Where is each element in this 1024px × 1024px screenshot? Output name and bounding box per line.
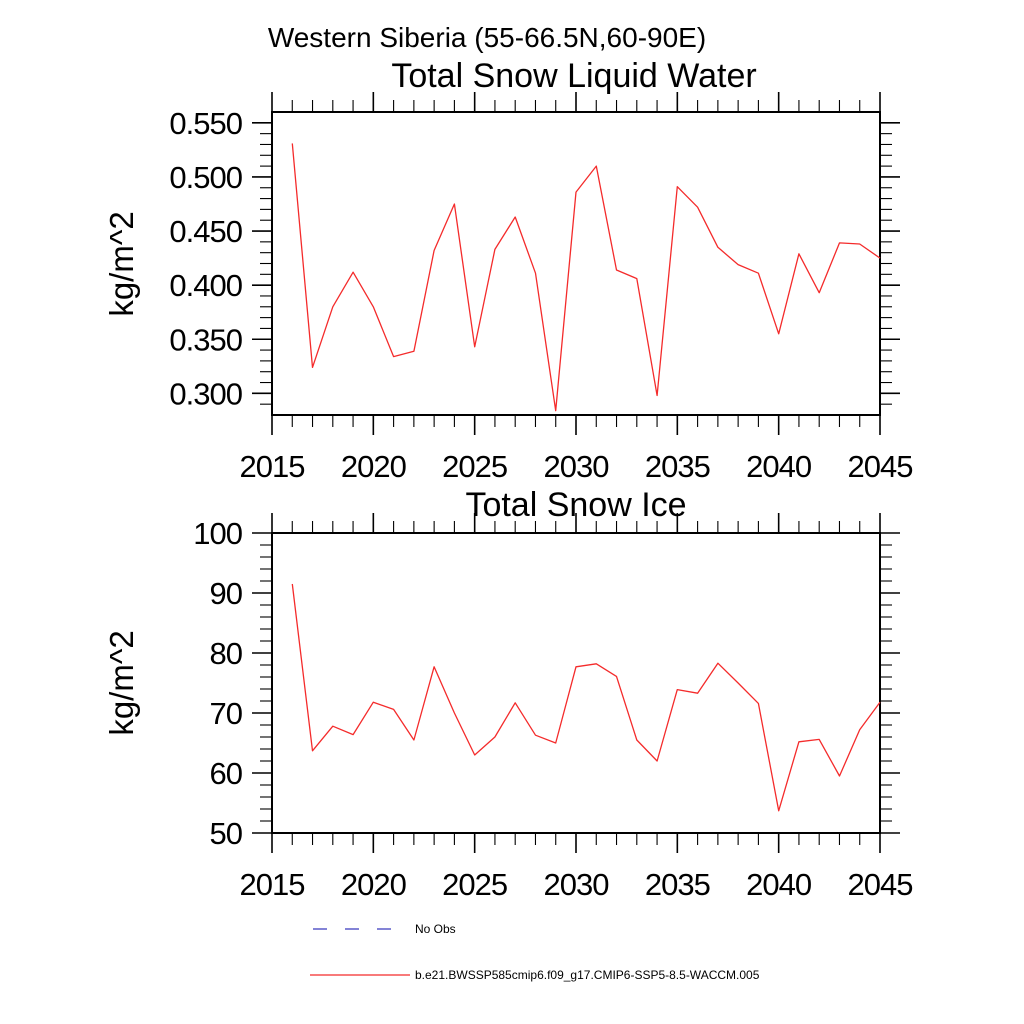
y-tick-label: 0.550 bbox=[169, 106, 242, 141]
model-run-legend-label: b.e21.BWSSP585cmip6.f09_g17.CMIP6-SSP5-8… bbox=[415, 968, 760, 982]
x-tick-label: 2020 bbox=[341, 867, 407, 902]
model-data-line bbox=[291, 143, 881, 412]
total-snow-liquid-water-plot: 2015 2020 2025 2030 2035 2040 2045 0.300 0.350 0.… bbox=[169, 92, 913, 484]
region-title: Western Siberia (55-66.5N,60-90E) bbox=[268, 22, 706, 53]
y-tick-label: 50 bbox=[210, 816, 243, 851]
x-tick-label: 2040 bbox=[746, 449, 812, 484]
x-tick-label: 2020 bbox=[341, 449, 407, 484]
y-tick-label: 0.400 bbox=[169, 268, 242, 303]
model-data-line bbox=[291, 583, 881, 812]
x-tick-label: 2045 bbox=[848, 867, 913, 902]
x-tick-label: 2015 bbox=[240, 449, 305, 484]
x-tick-label: 2025 bbox=[442, 449, 507, 484]
chart1-title: Total Snow Liquid Water bbox=[391, 57, 756, 95]
y-tick-label: 0.450 bbox=[169, 214, 242, 249]
no-obs-legend-label: No Obs bbox=[415, 922, 456, 936]
x-tick-label: 2040 bbox=[746, 867, 812, 902]
y-tick-label: 0.300 bbox=[169, 376, 242, 411]
x-tick-label: 2030 bbox=[544, 867, 610, 902]
x-tick-label: 2030 bbox=[544, 449, 610, 484]
plot-frame bbox=[271, 111, 881, 416]
x-tick-label: 2015 bbox=[240, 867, 305, 902]
y-tick-label: 70 bbox=[210, 696, 243, 731]
x-tick-label: 2045 bbox=[848, 449, 913, 484]
y-tick-label: 90 bbox=[210, 576, 243, 611]
chart2-y-axis-label: kg/m^2 bbox=[103, 630, 140, 735]
y-tick-label: 0.350 bbox=[169, 322, 242, 357]
y-tick-label: 0.500 bbox=[169, 160, 242, 195]
y-tick-label: 80 bbox=[210, 636, 243, 671]
legend: No Obs b.e21.BWSSP585cmip6.f09_g17.CMIP6… bbox=[310, 922, 760, 982]
chart1-y-axis-label: kg/m^2 bbox=[103, 211, 140, 316]
total-snow-ice-plot: 2015 2020 2025 2030 2035 2040 2045 50 60 70 80 90 10… bbox=[193, 513, 913, 902]
x-tick-label: 2035 bbox=[645, 449, 710, 484]
y-tick-label: 60 bbox=[210, 756, 243, 791]
x-tick-label: 2035 bbox=[645, 867, 710, 902]
axis-ticks bbox=[252, 513, 900, 853]
y-tick-label: 100 bbox=[193, 516, 242, 551]
axis-ticks bbox=[252, 92, 900, 435]
plot-frame bbox=[271, 532, 881, 834]
x-tick-label: 2025 bbox=[442, 867, 507, 902]
